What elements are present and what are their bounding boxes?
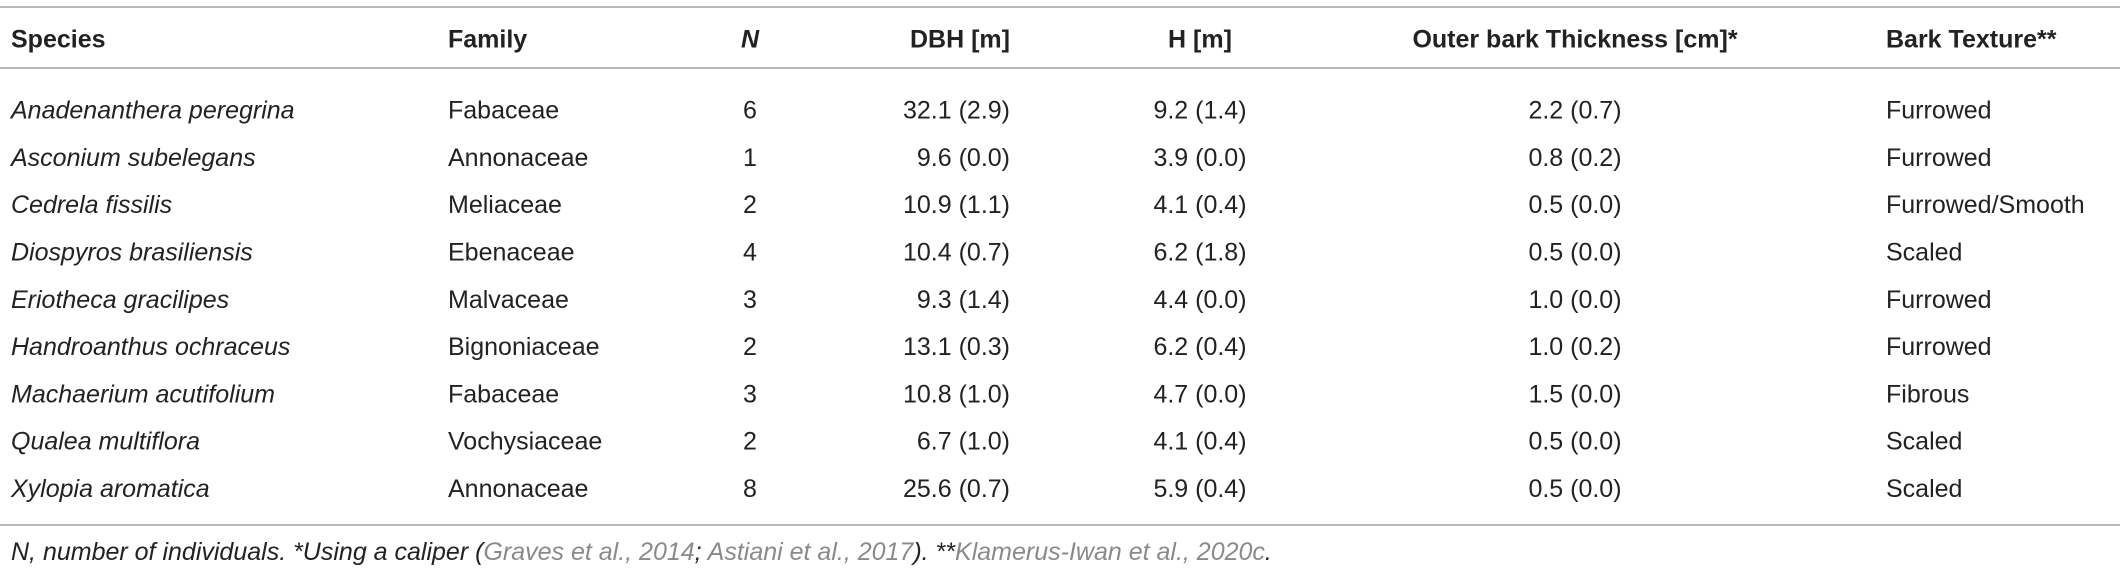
- table-cell: 3: [743, 380, 757, 408]
- table-cell: 4.1 (0.4): [1153, 428, 1246, 456]
- column-header: Outer bark Thickness [cm]*: [1412, 26, 1737, 54]
- footnote-text: .: [1265, 538, 1272, 566]
- species-cell: Cedrela fissilis: [11, 191, 172, 219]
- species-cell: Anadenanthera peregrina: [9, 97, 295, 125]
- table-cell: 2: [743, 333, 757, 361]
- table-cell: Ebenaceae: [448, 239, 575, 267]
- table-cell: 10.4 (0.7): [903, 239, 1010, 267]
- column-header: DBH [m]: [910, 26, 1010, 54]
- table-cell: 4.1 (0.4): [1153, 191, 1246, 219]
- table-cell: 6.7 (1.0): [917, 428, 1010, 456]
- table-cell: 1.0 (0.0): [1528, 286, 1621, 314]
- footnote-text: ). **: [910, 538, 956, 566]
- table-cell: 4: [743, 239, 757, 267]
- citation: Graves et al., 2014: [483, 538, 694, 566]
- table-cell: 0.5 (0.0): [1528, 428, 1621, 456]
- table-cell: 6: [743, 97, 757, 125]
- table-cell: 1.5 (0.0): [1528, 380, 1621, 408]
- species-cell: Xylopia aromatica: [10, 475, 210, 503]
- table-cell: Fabaceae: [448, 380, 559, 408]
- table-cell: Fibrous: [1886, 380, 1969, 408]
- column-header: Species: [11, 26, 106, 54]
- table-cell: Furrowed: [1886, 97, 1992, 125]
- column-header: Bark Texture**: [1886, 26, 2057, 54]
- table-cell: 6.2 (1.8): [1153, 239, 1246, 267]
- table-cell: 25.6 (0.7): [903, 475, 1010, 503]
- table-cell: 2: [743, 191, 757, 219]
- table-cell: Furrowed/Smooth: [1886, 191, 2085, 219]
- table-cell: Vochysiaceae: [448, 428, 602, 456]
- table-cell: Scaled: [1886, 428, 1962, 456]
- table-cell: 1: [743, 144, 757, 172]
- table-cell: 32.1 (2.9): [903, 97, 1010, 125]
- column-header: H [m]: [1168, 26, 1232, 54]
- table-cell: 0.8 (0.2): [1528, 144, 1621, 172]
- table-cell: 0.5 (0.0): [1528, 475, 1621, 503]
- species-cell: Qualea multiflora: [11, 428, 200, 456]
- table-cell: Annonaceae: [448, 144, 588, 172]
- table-cell: Furrowed: [1886, 144, 1992, 172]
- species-cell: Diospyros brasiliensis: [11, 239, 253, 267]
- table-cell: Bignoniaceae: [448, 333, 600, 361]
- table-cell: Malvaceae: [448, 286, 569, 314]
- table-cell: 2: [743, 428, 757, 456]
- table-cell: Furrowed: [1886, 286, 1992, 314]
- table-cell: 1.0 (0.2): [1528, 333, 1621, 361]
- table-cell: Annonaceae: [448, 475, 588, 503]
- table-cell: 4.4 (0.0): [1153, 286, 1246, 314]
- table-cell: 10.8 (1.0): [903, 380, 1010, 408]
- table-cell: 8: [743, 475, 757, 503]
- table-cell: 10.9 (1.1): [903, 191, 1010, 219]
- species-cell: Asconium subelegans: [9, 144, 256, 172]
- table-cell: 0.5 (0.0): [1528, 191, 1621, 219]
- column-header: Family: [448, 26, 527, 54]
- footnote-text: N, number of individuals. *Using a calip…: [11, 538, 486, 566]
- table-cell: 5.9 (0.4): [1153, 475, 1246, 503]
- table-cell: 0.5 (0.0): [1528, 239, 1621, 267]
- table-cell: 9.2 (1.4): [1153, 97, 1246, 125]
- table-cell: Scaled: [1886, 475, 1962, 503]
- species-cell: Eriotheca gracilipes: [11, 286, 229, 314]
- citation: Klamerus-Iwan et al., 2020c: [955, 538, 1265, 566]
- table-cell: 13.1 (0.3): [903, 333, 1010, 361]
- table-cell: 4.7 (0.0): [1153, 380, 1246, 408]
- table-cell: 9.6 (0.0): [917, 144, 1010, 172]
- footnote: N, number of individuals. *Using a calip…: [11, 538, 1272, 566]
- table-cell: 3: [743, 286, 757, 314]
- table-cell: 2.2 (0.7): [1528, 97, 1621, 125]
- table-cell: 9.3 (1.4): [917, 286, 1010, 314]
- species-cell: Machaerium acutifolium: [11, 380, 275, 408]
- column-header: N: [741, 26, 760, 54]
- table-cell: Meliaceae: [448, 191, 562, 219]
- table-cell: 3.9 (0.0): [1153, 144, 1246, 172]
- table-cell: Scaled: [1886, 239, 1962, 267]
- citation: Astiani et al., 2017: [706, 538, 915, 566]
- table-cell: 6.2 (0.4): [1153, 333, 1246, 361]
- table-cell: Fabaceae: [448, 97, 559, 125]
- species-cell: Handroanthus ochraceus: [11, 333, 290, 361]
- footnote-text: ;: [695, 538, 708, 566]
- table-cell: Furrowed: [1886, 333, 1992, 361]
